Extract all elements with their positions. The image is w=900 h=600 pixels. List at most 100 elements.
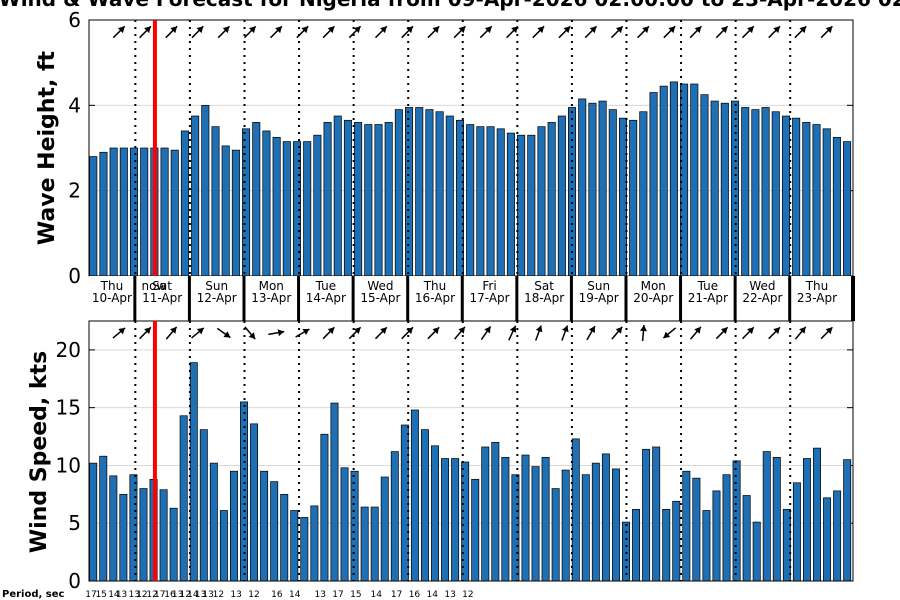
day-name-label: Tue: [315, 279, 337, 293]
bar: 3.65 ft: [343, 119, 352, 277]
wind-direction-arrow-icon: [690, 326, 702, 340]
bar: 3.75 ft: [557, 115, 566, 277]
y-tick-label: 10: [56, 453, 81, 477]
bar: 11.6 kts: [481, 446, 490, 582]
arrow-head: [589, 26, 597, 34]
bar: 9.5 kts: [229, 470, 238, 582]
arrow-head: [825, 26, 833, 34]
bar: 11.5 kts: [813, 447, 821, 582]
wind-direction-arrow-icon: [561, 325, 569, 341]
wave-direction-arrow-icon: [374, 25, 388, 39]
period-value: 13: [172, 590, 183, 600]
bar: 3.9 ft: [394, 109, 403, 277]
bar: 3.25 ft: [832, 136, 841, 277]
period-value: 14: [371, 590, 383, 600]
period-value: 13: [314, 590, 325, 600]
wave-direction-arrow-icon: [270, 25, 283, 39]
bar: 10.5 kts: [843, 459, 852, 582]
day-date-label: 18-Apr: [524, 291, 564, 305]
bar: 6.1 kts: [290, 510, 299, 582]
period-value: 13: [116, 590, 127, 600]
bar: 3.25 ft: [272, 136, 281, 277]
bar: 5.1 kts: [752, 521, 761, 582]
wave-direction-arrow-icon: [165, 25, 178, 39]
bar: 3 ft: [109, 147, 118, 277]
arrow-head: [223, 331, 231, 338]
period-value: 12: [146, 590, 157, 600]
bar: 3.9 ft: [751, 109, 760, 277]
arrow-head: [720, 327, 728, 335]
period-value: 17: [154, 590, 165, 600]
wave-direction-arrow-icon: [794, 25, 807, 39]
bar: 3.55 ft: [374, 124, 383, 277]
bar: 9.7 kts: [611, 468, 620, 582]
bar: 8.5 kts: [792, 482, 801, 582]
day-date-label: 14-Apr: [306, 291, 346, 305]
period-value: 14: [427, 590, 439, 600]
bar: 5.5 kts: [300, 517, 309, 582]
bar: 6.9 kts: [672, 500, 681, 582]
wave-direction-arrow-icon: [217, 25, 231, 39]
bar: 3.5 ft: [486, 126, 495, 277]
bar: 8.8 kts: [471, 478, 480, 582]
bar: 3.5 ft: [537, 126, 546, 277]
y-tick-label: 20: [56, 338, 81, 362]
bar: 3.6 ft: [802, 122, 811, 277]
bar: 6.5 kts: [310, 505, 319, 582]
wave-direction-arrow-icon: [532, 25, 545, 39]
bar: 6.4 kts: [360, 506, 369, 582]
arrow-head: [484, 26, 492, 34]
arrow-head: [144, 26, 151, 34]
y-tick-label: 2: [68, 179, 81, 203]
y-tick-label: 0: [68, 569, 81, 593]
bar: 10.6 kts: [441, 458, 450, 582]
arrow-head: [799, 26, 807, 34]
bar: 4.15 ft: [578, 98, 587, 277]
bar: 8 kts: [139, 488, 148, 582]
wind-direction-arrow-icon: [820, 326, 833, 340]
arrow-head: [588, 326, 595, 333]
bar: 2.95 ft: [170, 149, 179, 277]
period-value: 16: [271, 590, 283, 600]
day-date-label: 20-Apr: [633, 291, 673, 305]
bar: 7.5 kts: [280, 493, 289, 582]
bar: 9.5 kts: [260, 470, 269, 582]
bar: 3 ft: [160, 147, 169, 277]
arrow-head: [249, 26, 256, 34]
wave-direction-arrow-icon: [610, 25, 624, 39]
wind-direction-arrow-icon: [374, 326, 388, 340]
bar: 3 ft: [140, 147, 149, 277]
bar: 14.3 kts: [179, 415, 188, 582]
day-name-label: Sat: [152, 279, 172, 293]
bar: 3.6 ft: [323, 122, 332, 277]
wind-direction-arrow-icon: [586, 325, 596, 341]
arrow-head: [170, 326, 177, 334]
period-value: 14: [187, 590, 199, 600]
arrow-head: [302, 329, 310, 335]
bar: 7.4 kts: [742, 495, 751, 582]
bar: 13.1 kts: [420, 429, 429, 582]
bar: 9 kts: [380, 476, 389, 582]
arrow-head: [432, 26, 440, 34]
bar: 9.9 kts: [531, 466, 540, 582]
bar: 4.05 ft: [720, 102, 729, 277]
y-tick-label: 0: [68, 264, 81, 288]
arrow-head: [562, 325, 569, 333]
arrow-head: [380, 327, 387, 335]
bar: 3.75 ft: [333, 115, 342, 277]
bar: 3.85 ft: [771, 111, 780, 277]
day-date-label: 13-Apr: [251, 291, 291, 305]
wind-direction-arrow-icon: [768, 326, 781, 340]
wave-direction-arrow-icon: [139, 25, 152, 39]
wind-direction-arrow-icon: [715, 326, 729, 340]
bar: 15.4 kts: [330, 402, 339, 582]
day-date-label: 12-Apr: [197, 291, 237, 305]
bar: 3 ft: [119, 147, 128, 277]
bar: 6.2 kts: [632, 509, 641, 582]
arrow-head: [773, 26, 780, 34]
day-date-label: 15-Apr: [360, 291, 400, 305]
bar: 11.6 kts: [652, 446, 661, 582]
wave-direction-arrow-icon: [715, 25, 729, 39]
